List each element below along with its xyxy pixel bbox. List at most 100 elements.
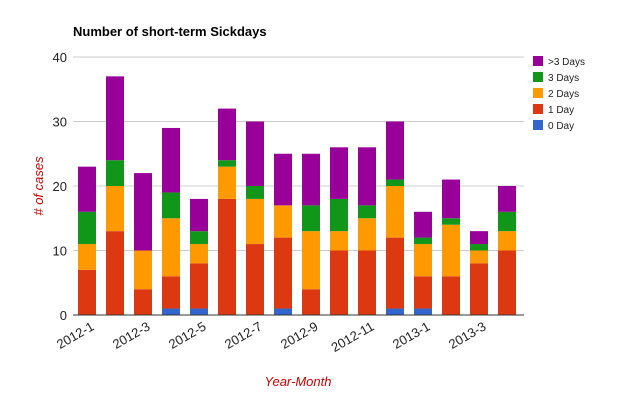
bar-segment xyxy=(190,231,208,245)
legend-item: 0 Day xyxy=(533,120,574,132)
legend-item: 3 Days xyxy=(533,72,579,84)
bar-segment xyxy=(330,250,348,315)
x-tick-label: 2013-1 xyxy=(390,319,433,352)
bar-segment xyxy=(414,308,432,315)
bar-segment xyxy=(358,147,376,206)
bar-segment xyxy=(498,231,516,251)
bar-segment xyxy=(274,153,292,206)
bar-stack xyxy=(78,166,96,315)
bar-segment xyxy=(470,231,488,245)
bar-segment xyxy=(246,244,264,315)
legend-item: 1 Day xyxy=(533,104,574,116)
bar-stack xyxy=(498,186,516,315)
bar-segment xyxy=(190,244,208,264)
bar-segment xyxy=(386,121,404,180)
bar-segment xyxy=(442,179,460,219)
y-axis-title: # of cases xyxy=(31,156,46,216)
x-axis-title: Year-Month xyxy=(265,374,332,389)
bar-segment xyxy=(78,166,96,212)
bar-segment xyxy=(246,186,264,199)
bar-segment xyxy=(218,108,236,161)
bar-segment xyxy=(106,76,124,161)
legend-label: 3 Days xyxy=(548,73,579,84)
bar-segment xyxy=(134,250,152,290)
legend-item: >3 Days xyxy=(533,56,585,68)
legend-item: 2 Days xyxy=(533,88,579,100)
bar-stack xyxy=(358,147,376,315)
bar-segment xyxy=(274,205,292,238)
bar-segment xyxy=(78,244,96,270)
bar-segment xyxy=(358,205,376,219)
bar-segment xyxy=(330,198,348,232)
bar-segment xyxy=(190,198,208,232)
y-tick-label: 10 xyxy=(53,244,67,259)
x-tick-label: 2012-5 xyxy=(166,319,209,352)
bar-segment xyxy=(106,186,124,232)
bar-stack xyxy=(162,127,180,315)
bar-segment xyxy=(274,308,292,315)
bar-stack xyxy=(302,153,320,315)
legend-swatch xyxy=(533,72,543,82)
bar-segment xyxy=(442,218,460,225)
legend-label: 1 Day xyxy=(548,105,574,116)
bar-stack xyxy=(386,121,404,315)
legend-swatch xyxy=(533,104,543,114)
x-tick-label: 2012-11 xyxy=(329,319,377,355)
bar-segment xyxy=(78,269,96,315)
bar-segment xyxy=(358,250,376,315)
bar-segment xyxy=(414,244,432,277)
bar-segment xyxy=(274,237,292,309)
bar-segment xyxy=(162,127,180,193)
bar-segment xyxy=(498,211,516,232)
x-tick-label: 2012-7 xyxy=(222,319,265,352)
bar-segment xyxy=(386,237,404,309)
legend-swatch xyxy=(533,56,543,66)
x-tick-label: 2012-9 xyxy=(278,319,321,352)
bar-segment xyxy=(218,198,236,315)
bar-segment xyxy=(498,250,516,315)
bar-segment xyxy=(470,263,488,315)
bar-segment xyxy=(78,211,96,245)
bar-segment xyxy=(302,153,320,206)
legend-label: 2 Days xyxy=(548,89,579,100)
bars xyxy=(78,76,516,315)
bar-segment xyxy=(162,218,180,277)
bar-segment xyxy=(442,276,460,315)
legend-label: 0 Day xyxy=(548,121,574,132)
bar-segment xyxy=(190,308,208,315)
bar-stack xyxy=(414,211,432,315)
y-tick-label: 0 xyxy=(60,308,67,323)
x-axis-tick-labels: 2012-1 2012-3 2012-5 2012-7 2012-9 2012-11 201… xyxy=(54,319,489,355)
bar-stack xyxy=(190,198,208,315)
bar-segment xyxy=(302,289,320,315)
bar-segment xyxy=(246,121,264,186)
legend-swatch xyxy=(533,120,543,130)
bar-stack xyxy=(218,108,236,315)
legend-label: >3 Days xyxy=(548,57,585,68)
bar-segment xyxy=(190,263,208,309)
bar-segment xyxy=(162,192,180,219)
y-tick-label: 40 xyxy=(53,50,67,65)
bar-stack xyxy=(134,173,152,315)
x-tick-label: 2012-3 xyxy=(110,319,153,352)
x-tick-label: 2012-1 xyxy=(54,319,97,352)
bar-segment xyxy=(106,231,124,315)
bar-segment xyxy=(218,166,236,199)
bar-segment xyxy=(162,308,180,315)
y-tick-label: 20 xyxy=(53,179,67,194)
bar-segment xyxy=(302,231,320,290)
bar-stack xyxy=(274,153,292,315)
bar-segment xyxy=(386,308,404,315)
bar-segment xyxy=(162,276,180,309)
bar-stack xyxy=(330,147,348,315)
bar-segment xyxy=(330,231,348,251)
bar-segment xyxy=(414,237,432,245)
x-tick-label: 2013-3 xyxy=(446,319,489,352)
bar-segment xyxy=(470,244,488,251)
bar-stack xyxy=(442,179,460,315)
bar-segment xyxy=(134,173,152,251)
bar-stack xyxy=(246,121,264,315)
bar-segment xyxy=(302,205,320,232)
